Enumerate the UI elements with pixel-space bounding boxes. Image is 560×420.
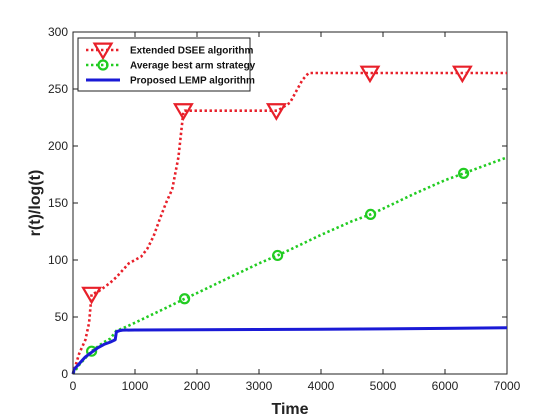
y-tick-label: 150 [48,196,68,210]
x-tick-label: 6000 [432,379,459,393]
y-tick-label: 100 [48,253,68,267]
y-axis-label: r(t)/log(t) [27,170,44,237]
y-tick-label: 250 [48,82,68,96]
x-tick-label: 0 [70,379,77,393]
x-tick-label: 3000 [246,379,273,393]
legend: Extended DSEE algorithm Average best arm … [77,37,256,92]
tick-layer: 0 1000 2000 3000 4000 5000 6000 7000 0 50 100 150 20… [48,25,521,393]
x-tick-label: 2000 [184,379,211,393]
legend-label: Extended DSEE algorithm [130,46,253,57]
series-2 [71,156,508,375]
y-tick-label: 0 [61,367,68,381]
x-tick-label: 5000 [370,379,397,393]
legend-label: Average best arm strategy [130,61,256,72]
data-point-marker [359,65,381,84]
legend-marker [97,59,109,71]
x-tick-label: 4000 [308,379,335,393]
data-point-marker [179,293,191,305]
series-3 [71,326,508,375]
y-tick-label: 50 [55,310,69,324]
legend-label: Proposed LEMP algorithm [130,76,255,87]
data-point-marker [365,208,377,220]
data-point-marker [265,103,287,121]
legend-entry: Average best arm strategy [86,59,256,72]
data-point-marker [172,103,194,121]
data-point-marker [451,65,473,84]
legend-entry: Proposed LEMP algorithm [86,76,255,87]
y-tick-label: 200 [48,139,68,153]
series-1 [71,65,507,375]
x-axis-label: Time [271,401,308,418]
series-line [71,326,508,375]
data-point-marker [272,249,284,262]
x-tick-label: 1000 [122,379,149,393]
x-tick-label: 7000 [494,379,521,393]
data-point-marker [81,286,103,305]
legend-marker [92,42,114,61]
data-point-marker [85,345,98,357]
series-layer [71,65,508,375]
y-tick-label: 300 [48,25,68,39]
data-point-marker [458,167,470,179]
legend-entry: Extended DSEE algorithm [86,42,253,61]
